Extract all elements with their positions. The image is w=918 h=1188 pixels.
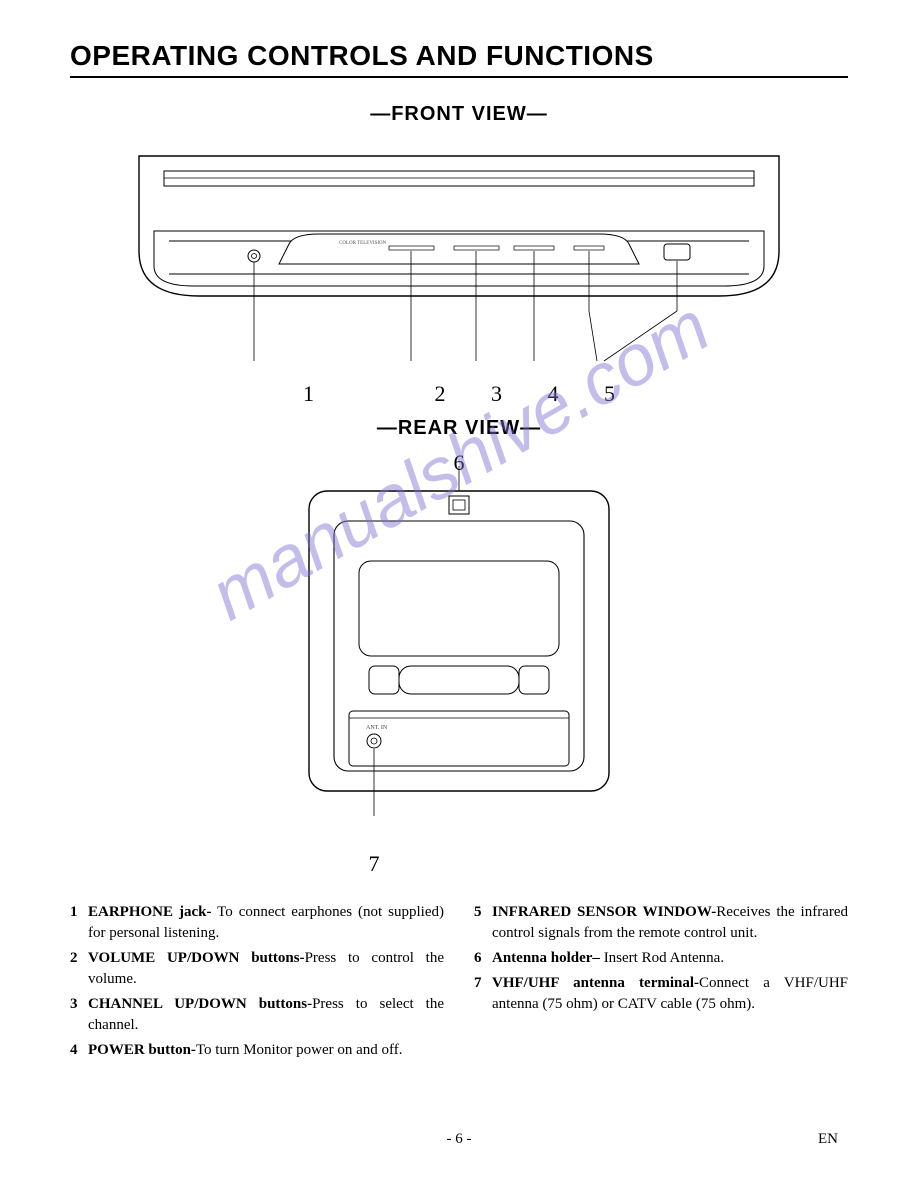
language-code: EN — [818, 1131, 838, 1148]
page-footer: - 6 - EN — [0, 1131, 918, 1148]
desc-text: VHF/UHF antenna terminal-Connect a VHF/U… — [492, 973, 848, 1015]
front-numbers: 1 2 3 4 5 — [70, 381, 848, 407]
desc-num: 1 — [70, 902, 88, 944]
desc-text: INFRARED SENSOR WINDOW-Receives the infr… — [492, 902, 848, 944]
label-5: 5 — [604, 381, 615, 407]
label-4: 4 — [548, 381, 559, 407]
label-1: 1 — [303, 381, 314, 407]
front-view-label: —FRONT VIEW— — [70, 103, 848, 126]
desc-num: 2 — [70, 948, 88, 990]
desc-text: CHANNEL UP/DOWN buttons-Press to select … — [88, 994, 444, 1036]
page-title: OPERATING CONTROLS AND FUNCTIONS — [70, 40, 848, 72]
desc-text: VOLUME UP/DOWN buttons-Press to control … — [88, 948, 444, 990]
desc-text: EARPHONE jack- To connect earphones (not… — [88, 902, 444, 944]
desc-item: 2 VOLUME UP/DOWN buttons-Press to contro… — [70, 948, 444, 990]
label-7: 7 — [0, 851, 848, 877]
desc-item: 7 VHF/UHF antenna terminal-Connect a VHF… — [474, 973, 848, 1015]
rear-view-diagram: ANT. IN 7 — [70, 466, 848, 877]
svg-text:ANT. IN: ANT. IN — [366, 725, 388, 731]
right-column: 5 INFRARED SENSOR WINDOW-Receives the in… — [474, 902, 848, 1065]
description-columns: 1 EARPHONE jack- To connect earphones (n… — [70, 902, 848, 1065]
desc-text: Antenna holder– Insert Rod Antenna. — [492, 948, 848, 969]
label-3: 3 — [491, 381, 502, 407]
desc-num: 7 — [474, 973, 492, 1015]
desc-item: 1 EARPHONE jack- To connect earphones (n… — [70, 902, 444, 944]
title-rule: OPERATING CONTROLS AND FUNCTIONS — [70, 40, 848, 78]
desc-item: 4 POWER button-To turn Monitor power on … — [70, 1040, 444, 1061]
desc-num: 6 — [474, 948, 492, 969]
rear-view-label: —REAR VIEW— — [70, 417, 848, 440]
desc-item: 6 Antenna holder– Insert Rod Antenna. — [474, 948, 848, 969]
label-2: 2 — [435, 381, 446, 407]
desc-item: 5 INFRARED SENSOR WINDOW-Receives the in… — [474, 902, 848, 944]
desc-item: 3 CHANNEL UP/DOWN buttons-Press to selec… — [70, 994, 444, 1036]
desc-num: 5 — [474, 902, 492, 944]
page-number: - 6 - — [0, 1131, 918, 1148]
left-column: 1 EARPHONE jack- To connect earphones (n… — [70, 902, 444, 1065]
desc-num: 4 — [70, 1040, 88, 1061]
svg-text:COLOR TELEVISION: COLOR TELEVISION — [339, 241, 387, 246]
desc-num: 3 — [70, 994, 88, 1036]
desc-text: POWER button-To turn Monitor power on an… — [88, 1040, 444, 1061]
front-view-diagram: COLOR TELEVISION 1 2 3 4 5 — [70, 136, 848, 407]
